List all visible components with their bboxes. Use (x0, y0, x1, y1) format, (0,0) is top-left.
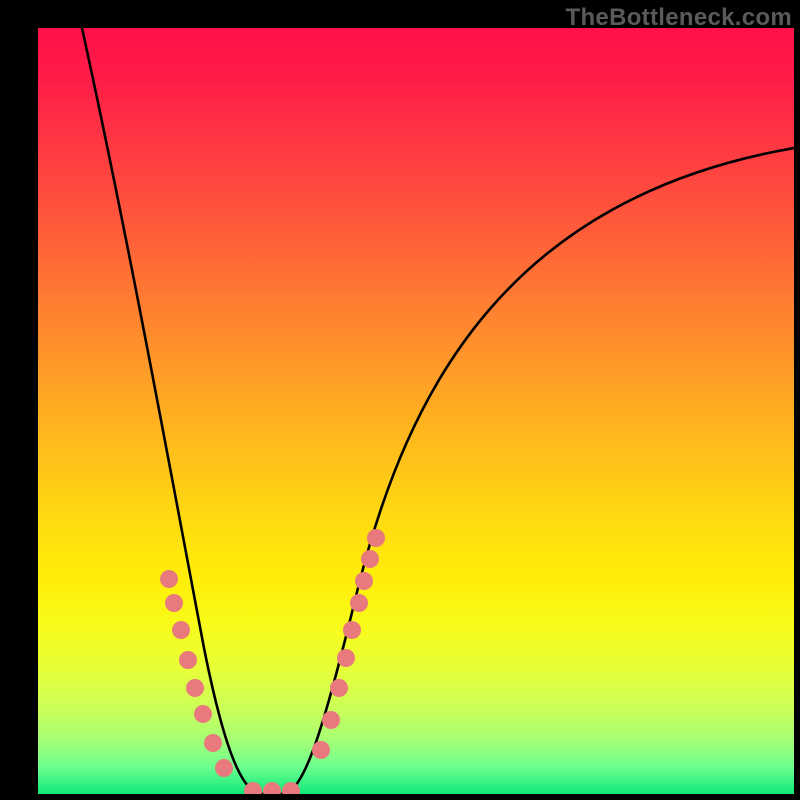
marker-dot (312, 741, 330, 759)
marker-group (160, 529, 385, 794)
marker-dot (194, 705, 212, 723)
watermark-text: TheBottleneck.com (566, 4, 792, 32)
marker-dot (343, 621, 361, 639)
curve-left (82, 28, 262, 794)
marker-dot (367, 529, 385, 547)
v-curves (38, 28, 794, 794)
marker-dot (361, 550, 379, 568)
marker-dot (350, 594, 368, 612)
marker-dot (179, 651, 197, 669)
chart-frame: TheBottleneck.com (0, 0, 800, 800)
plot-area (38, 28, 794, 794)
marker-dot (322, 711, 340, 729)
marker-dot (330, 679, 348, 697)
marker-dot (337, 649, 355, 667)
marker-dot (165, 594, 183, 612)
marker-dot (263, 782, 281, 794)
marker-dot (215, 759, 233, 777)
marker-dot (172, 621, 190, 639)
marker-dot (186, 679, 204, 697)
marker-dot (204, 734, 222, 752)
curve-right (282, 148, 794, 794)
marker-dot (160, 570, 178, 588)
marker-dot (355, 572, 373, 590)
